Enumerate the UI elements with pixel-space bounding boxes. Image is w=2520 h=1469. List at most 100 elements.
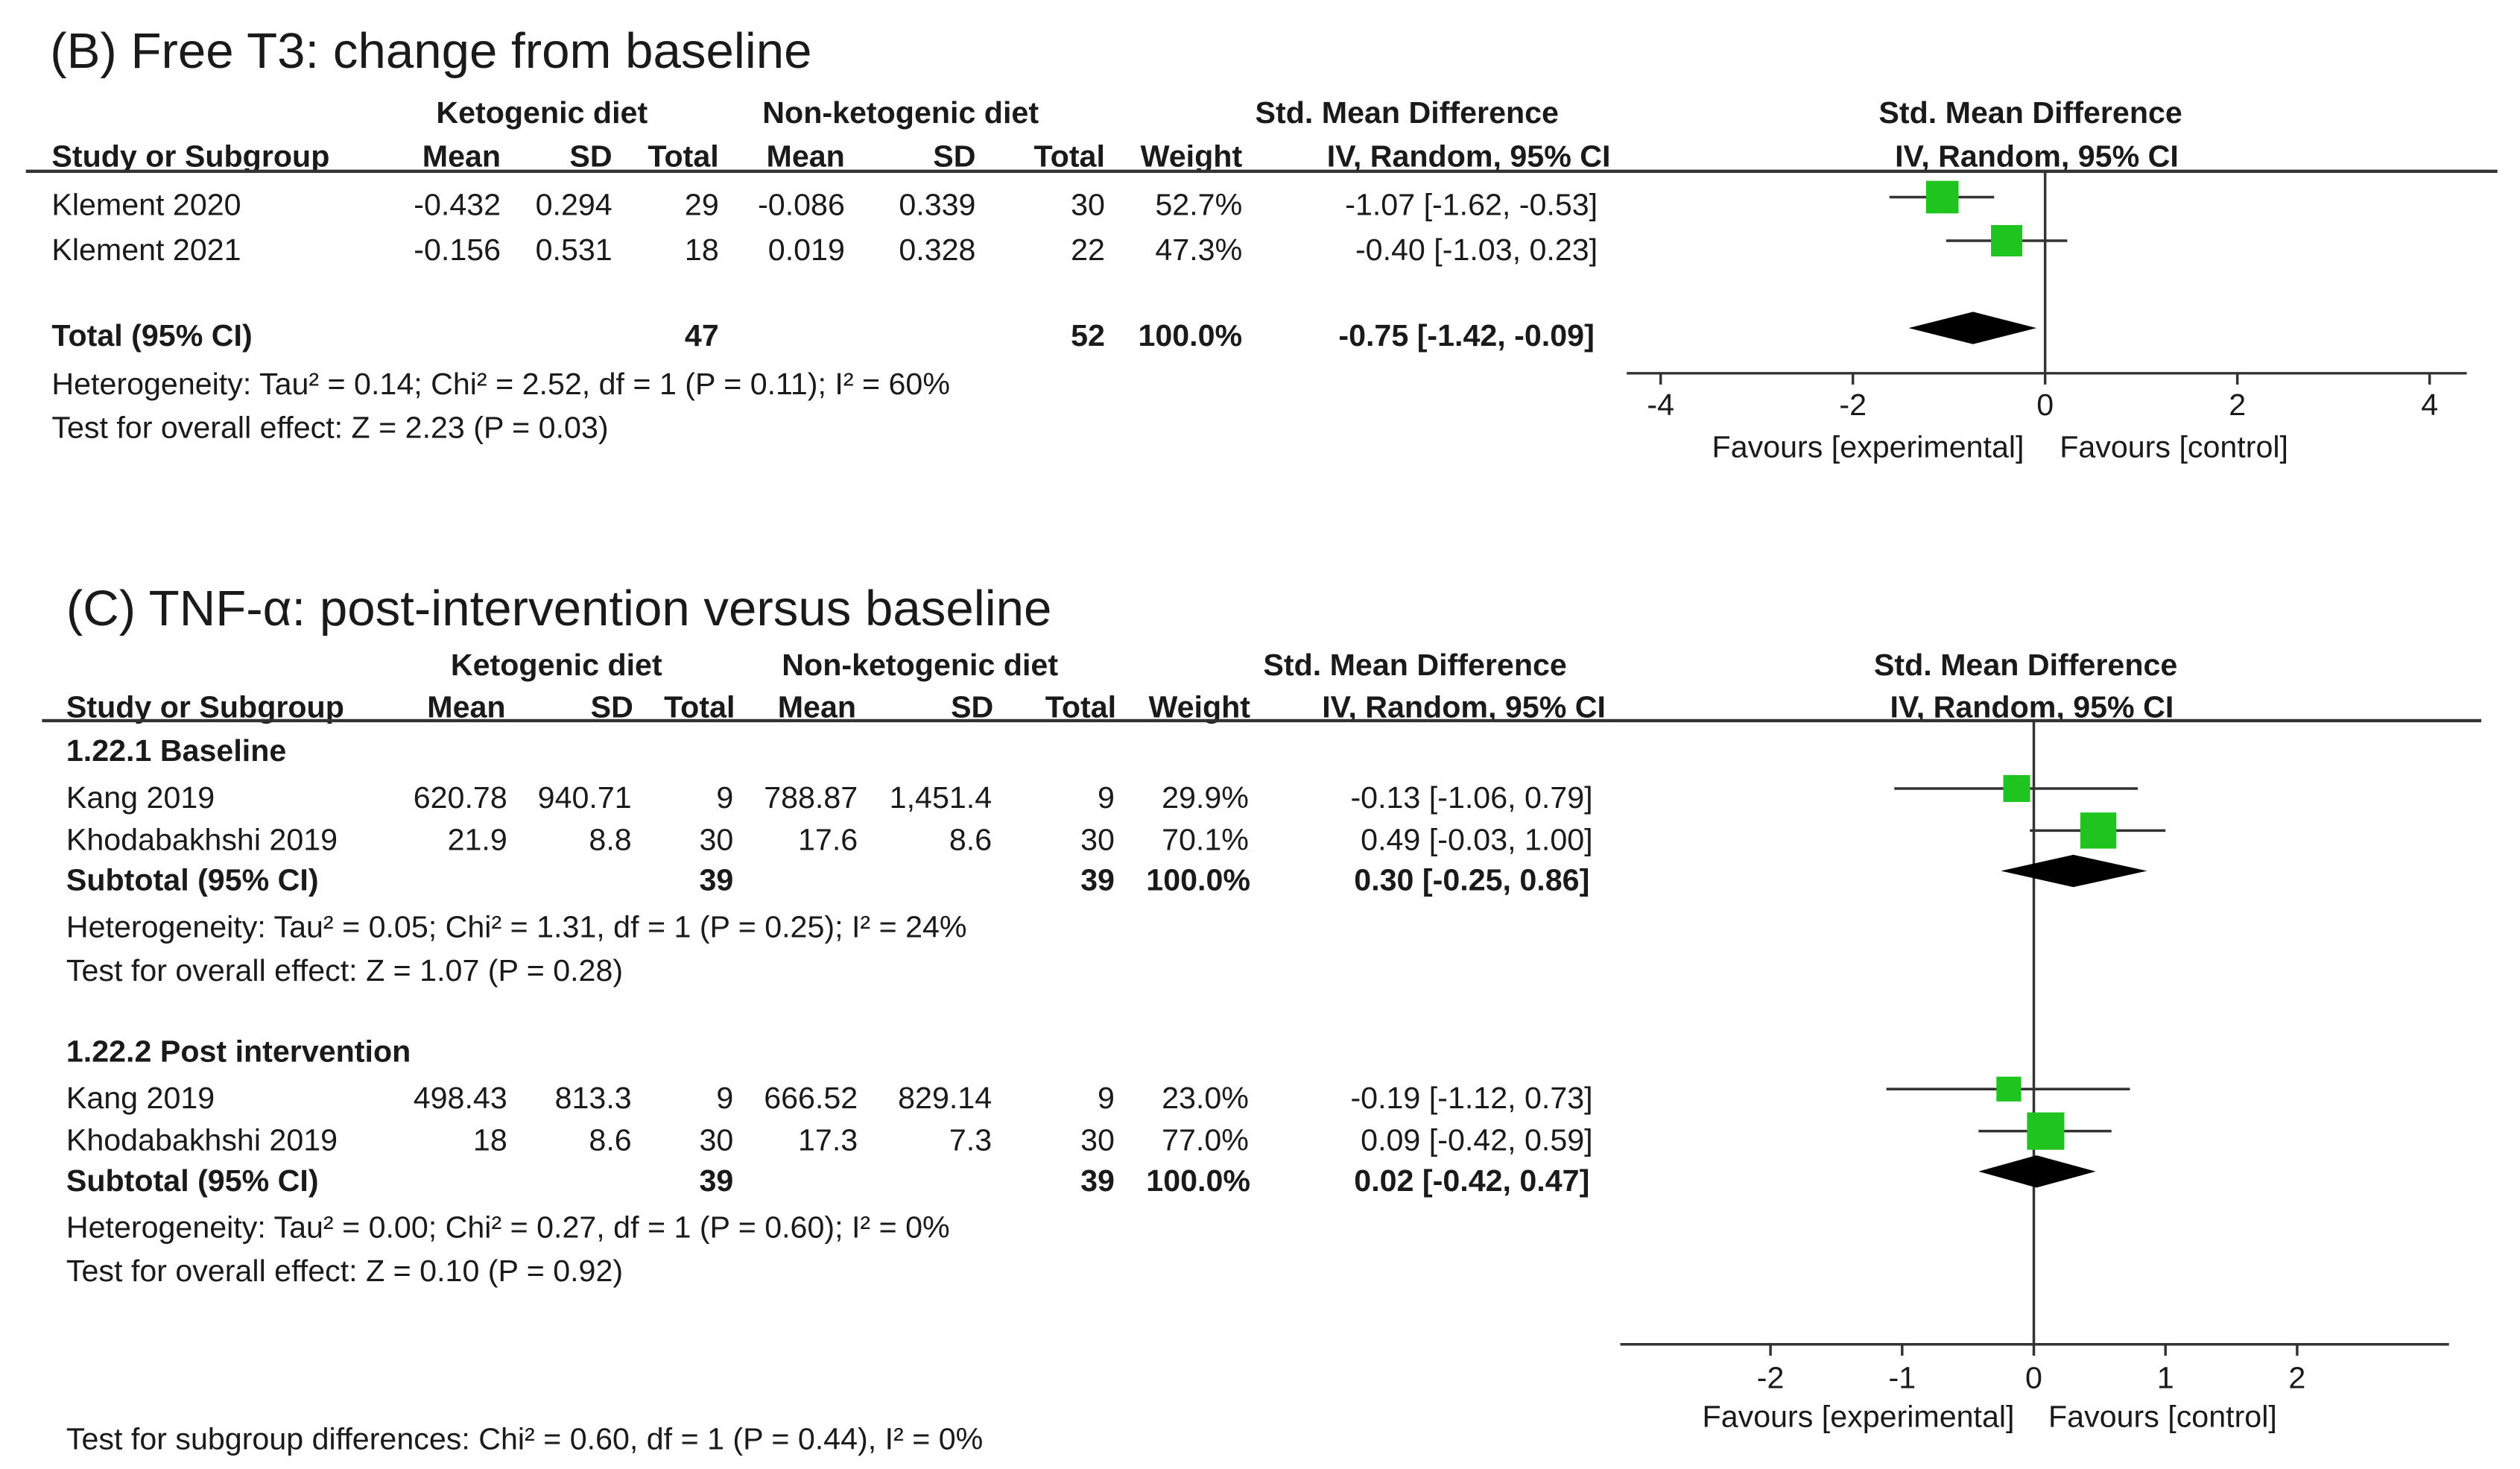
panel-b-col-total1: Total xyxy=(648,140,719,175)
subgroup-differences: Test for subgroup differences: Chi² = 0.… xyxy=(66,1424,984,1458)
panel-b-total-n2: 52 xyxy=(1071,320,1105,354)
panel-b-col-mean1: Mean xyxy=(422,140,501,175)
subgroup-overall-effect: Test for overall effect: Z = 0.10 (P = 0… xyxy=(66,1255,624,1290)
table-cell: 18 xyxy=(684,234,719,268)
table-cell: 52.7% xyxy=(1155,189,1243,224)
table-row-label: Khodabakhshi 2019 xyxy=(66,1124,338,1159)
subtotal-ci: 0.30 [-0.25, 0.86] xyxy=(1354,864,1590,899)
table-cell: 18 xyxy=(472,1124,507,1159)
subgroup-overall-effect: Test for overall effect: Z = 1.07 (P = 0… xyxy=(66,955,624,989)
panel-b-col-study: Study or Subgroup xyxy=(51,140,330,175)
table-cell: 17.6 xyxy=(798,824,858,859)
table-cell: 9 xyxy=(716,1082,734,1117)
panel-b-title: (B) Free T3: change from baseline xyxy=(50,22,812,80)
table-cell: 30 xyxy=(1071,189,1105,224)
table-cell: 29 xyxy=(684,189,719,224)
panel-b-col-weight: Weight xyxy=(1140,140,1243,175)
subtotal-n2: 39 xyxy=(1080,864,1115,899)
table-cell: 30 xyxy=(699,1124,734,1159)
panel-c-effect-header: Std. Mean Difference xyxy=(1263,649,1567,684)
panel-b-plot-subheader: IV, Random, 95% CI xyxy=(1895,140,2179,175)
table-cell: 8.8 xyxy=(589,824,632,859)
panel-b-col-sd1: SD xyxy=(569,140,612,175)
panel-b-group2-header: Non-ketogenic diet xyxy=(762,97,1039,131)
table-cell: 22 xyxy=(1071,234,1105,268)
table-cell: 9 xyxy=(716,782,734,816)
panel-b-favours-left: Favours [experimental] xyxy=(1712,431,2024,466)
table-cell: 17.3 xyxy=(798,1124,858,1159)
subgroup-heterogeneity: Heterogeneity: Tau² = 0.00; Chi² = 0.27,… xyxy=(66,1212,950,1246)
table-row-label: Klement 2021 xyxy=(51,234,241,268)
study-effect-marker xyxy=(1991,224,2023,257)
table-cell: 30 xyxy=(699,824,734,859)
subtotal-weight: 100.0% xyxy=(1146,1165,1251,1199)
table-cell: 8.6 xyxy=(949,824,993,859)
subtotal-weight: 100.0% xyxy=(1146,864,1251,899)
table-cell: 666.52 xyxy=(764,1082,858,1117)
subtotal-ci: 0.02 [-0.42, 0.47] xyxy=(1354,1165,1590,1199)
panel-c-plot-header: Std. Mean Difference xyxy=(1873,649,2178,684)
table-cell: 788.87 xyxy=(764,782,858,816)
table-cell: 0.019 xyxy=(767,234,845,268)
panel-c-favours-left: Favours [experimental] xyxy=(1702,1400,2015,1435)
panel-b-total-n1: 47 xyxy=(684,320,719,354)
table-cell: 0.339 xyxy=(899,189,976,224)
table-cell: 498.43 xyxy=(413,1082,507,1117)
panel-c-col-total1: Total xyxy=(664,691,735,726)
subtotal-n1: 39 xyxy=(699,1165,734,1199)
table-cell: -0.156 xyxy=(414,234,501,268)
panel-c-header-rule xyxy=(42,718,2482,723)
panel-c-col-sd2: SD xyxy=(951,691,994,726)
table-cell: 30 xyxy=(1080,1124,1115,1159)
table-cell: 0.294 xyxy=(535,189,612,224)
table-cell: 829.14 xyxy=(898,1082,993,1117)
subgroup-label: 1.22.1 Baseline xyxy=(66,735,287,769)
table-cell: 0.531 xyxy=(535,234,612,268)
panel-b-total-label: Total (95% CI) xyxy=(51,320,253,354)
panel-b-heterogeneity: Heterogeneity: Tau² = 0.14; Chi² = 2.52,… xyxy=(51,368,950,402)
study-effect-marker xyxy=(2080,812,2117,849)
panel-c-group2-header: Non-ketogenic diet xyxy=(782,649,1059,684)
study-effect-marker xyxy=(1996,1076,2022,1102)
panel-c-col-study: Study or Subgroup xyxy=(66,691,344,726)
panel-b-effect-header: Std. Mean Difference xyxy=(1255,97,1559,131)
panel-c-title: (C) TNF-α: post-intervention versus base… xyxy=(66,580,1052,637)
study-effect-marker xyxy=(2027,1112,2065,1150)
table-row-label: Klement 2020 xyxy=(51,189,241,224)
panel-b-col-ci: IV, Random, 95% CI xyxy=(1326,140,1611,175)
panel-c-col-mean1: Mean xyxy=(427,691,506,726)
panel-b-col-mean2: Mean xyxy=(766,140,845,175)
panel-b-total-weight: 100.0% xyxy=(1138,320,1243,354)
pooled-effect-diamond xyxy=(1908,312,2037,344)
pooled-effect-diamond xyxy=(1978,1155,2096,1188)
panel-c-col-sd1: SD xyxy=(590,691,633,726)
table-cell: 70.1% xyxy=(1162,824,1249,859)
panel-c-tick-label: 0 xyxy=(2025,1362,2042,1397)
table-cell: 940.71 xyxy=(537,782,632,816)
table-cell: 1,451.4 xyxy=(889,782,993,816)
pooled-effect-diamond xyxy=(2001,854,2147,888)
table-cell: 8.6 xyxy=(589,1124,632,1159)
table-cell: 29.9% xyxy=(1162,782,1249,816)
panel-c-tick-label: 1 xyxy=(2156,1362,2174,1397)
panel-c-tick-label: -2 xyxy=(1756,1362,1785,1397)
panel-b-tick-label: 0 xyxy=(2036,389,2054,424)
study-effect-marker xyxy=(2003,774,2030,803)
table-cell: -0.19 [-1.12, 0.73] xyxy=(1350,1082,1593,1117)
panel-b-tick-label: -4 xyxy=(1647,389,1675,424)
subtotal-n1: 39 xyxy=(699,864,734,899)
panel-c-plot-subheader: IV, Random, 95% CI xyxy=(1890,691,2174,726)
table-cell: 77.0% xyxy=(1162,1124,1249,1159)
panel-b-col-total2: Total xyxy=(1033,140,1105,175)
subtotal-label: Subtotal (95% CI) xyxy=(66,1165,319,1199)
table-cell: 47.3% xyxy=(1155,234,1243,268)
panel-b-total-ci: -0.75 [-1.42, -0.09] xyxy=(1338,320,1595,354)
table-cell: -0.086 xyxy=(758,189,845,224)
panel-b-header-rule xyxy=(25,169,2498,173)
table-row-label: Kang 2019 xyxy=(66,782,215,816)
table-cell: 813.3 xyxy=(554,1082,632,1117)
table-cell: -0.40 [-1.03, 0.23] xyxy=(1355,234,1598,268)
panel-b-tick-label: 4 xyxy=(2421,389,2439,424)
